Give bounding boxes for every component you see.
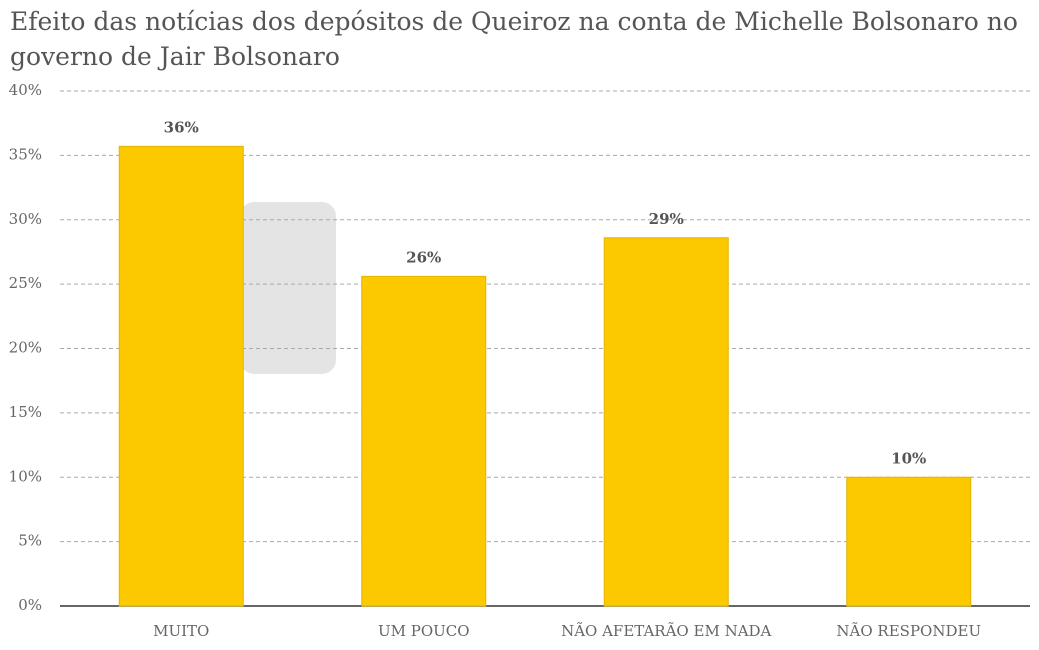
y-tick-label: 0% <box>18 596 42 614</box>
watermark <box>240 202 336 374</box>
x-tick-label: MUITO <box>153 622 209 640</box>
x-tick-label: NÃO AFETARÃO EM NADA <box>561 622 771 640</box>
bar <box>361 275 487 607</box>
data-label: 10% <box>891 449 926 467</box>
y-tick-label: 5% <box>18 532 42 550</box>
data-label: 29% <box>649 210 684 228</box>
y-tick-label: 30% <box>9 210 42 228</box>
data-label: 36% <box>164 118 199 136</box>
data-label: 26% <box>406 248 441 266</box>
bar <box>118 145 244 607</box>
y-tick-label: 25% <box>9 274 42 292</box>
y-tick-label: 15% <box>9 403 42 421</box>
x-tick-label: NÃO RESPONDEU <box>836 622 981 640</box>
y-tick-label: 10% <box>9 467 42 485</box>
y-tick-label: 35% <box>9 145 42 163</box>
chart-title: Efeito das notícias dos depósitos de Que… <box>10 7 1018 71</box>
y-tick-label: 20% <box>9 339 42 357</box>
x-tick-label: UM POUCO <box>378 622 470 640</box>
bar <box>603 237 729 607</box>
y-tick-label: 40% <box>9 81 42 99</box>
bar <box>846 476 972 607</box>
